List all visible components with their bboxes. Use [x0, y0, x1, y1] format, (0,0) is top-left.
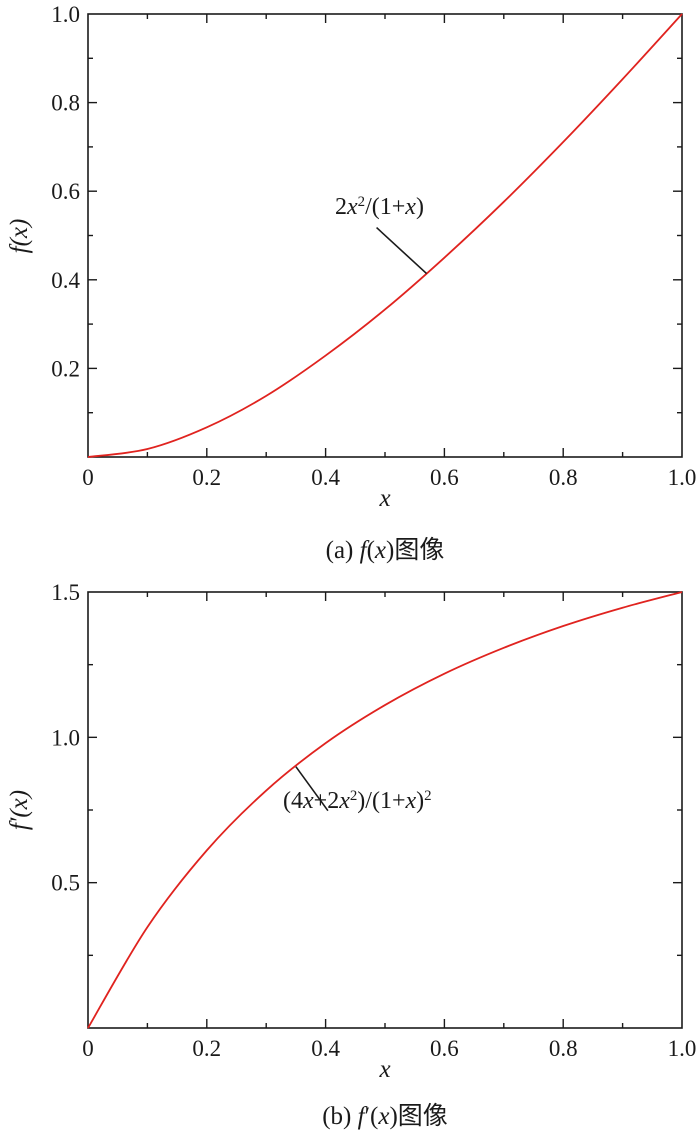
y-ticks-b — [88, 663, 682, 957]
x-tick-label-b: 0.6 — [430, 1036, 459, 1061]
y-tick-label-b: 0.5 — [51, 871, 80, 896]
curves-a — [87, 13, 683, 458]
series-line-a — [87, 13, 683, 458]
x-tick-label-b: 0.8 — [549, 1036, 578, 1061]
y-tick-label-a: 1.0 — [51, 2, 80, 27]
y-tick-labels-a: 0.2 0.4 0.6 0.8 1.0 — [51, 2, 80, 381]
x-tick-label-b: 0.4 — [311, 1036, 340, 1061]
panel-b: 0 0.2 0.4 0.6 0.8 1.0 0.5 1.0 1.5 (4x+2x2)/(1+x… — [6, 580, 696, 1130]
y-tick-label-a: 0.2 — [51, 356, 80, 381]
x-tick-label-a: 1.0 — [668, 465, 697, 490]
y-tick-label-a: 0.4 — [51, 268, 80, 293]
caption-a: (a) f(x)图像 — [326, 536, 445, 564]
y-tick-label-a: 0.6 — [51, 179, 80, 204]
annotation-label-a: 2x2/(1+x) — [335, 194, 424, 220]
y-tick-label-a: 0.8 — [51, 91, 80, 116]
curves-b — [87, 591, 683, 1029]
y-tick-labels-b: 0.5 1.0 1.5 — [51, 580, 80, 896]
x-ticks-a — [146, 14, 624, 457]
caption-b: (b) f′(x)图像 — [322, 1102, 448, 1130]
x-tick-label-a: 0.8 — [549, 465, 578, 490]
annotation-label-b: (4x+2x2)/(1+x)2 — [283, 788, 432, 814]
x-axis-label-a: x — [378, 485, 390, 512]
x-tick-labels-b: 0 0.2 0.4 0.6 0.8 1.0 — [82, 1036, 696, 1061]
x-tick-label-b: 0 — [82, 1036, 94, 1061]
x-tick-label-a: 0.4 — [311, 465, 340, 490]
y-axis-label-b: f′(x) — [6, 790, 33, 830]
annotation-leader-a — [376, 227, 428, 275]
y-tick-label-b: 1.0 — [51, 725, 80, 750]
x-tick-label-a: 0.6 — [430, 465, 459, 490]
x-tick-label-b: 0.2 — [192, 1036, 221, 1061]
series-line-b — [87, 591, 683, 1029]
x-tick-labels-a: 0 0.2 0.4 0.6 0.8 1.0 — [82, 465, 696, 490]
y-ticks-a — [88, 57, 682, 414]
y-tick-label-b: 1.5 — [51, 580, 80, 605]
y-axis-label-a: f(x) — [6, 219, 33, 254]
x-tick-label-b: 1.0 — [668, 1036, 697, 1061]
panel-a: 0 0.2 0.4 0.6 0.8 1.0 0.2 0.4 0.6 0.8 1.0 2x2/(1+… — [6, 2, 696, 564]
x-tick-label-a: 0.2 — [192, 465, 221, 490]
x-axis-label-b: x — [378, 1056, 390, 1083]
x-tick-label-a: 0 — [82, 465, 94, 490]
annotation-leader-b — [295, 766, 329, 812]
x-ticks-b — [146, 592, 624, 1028]
